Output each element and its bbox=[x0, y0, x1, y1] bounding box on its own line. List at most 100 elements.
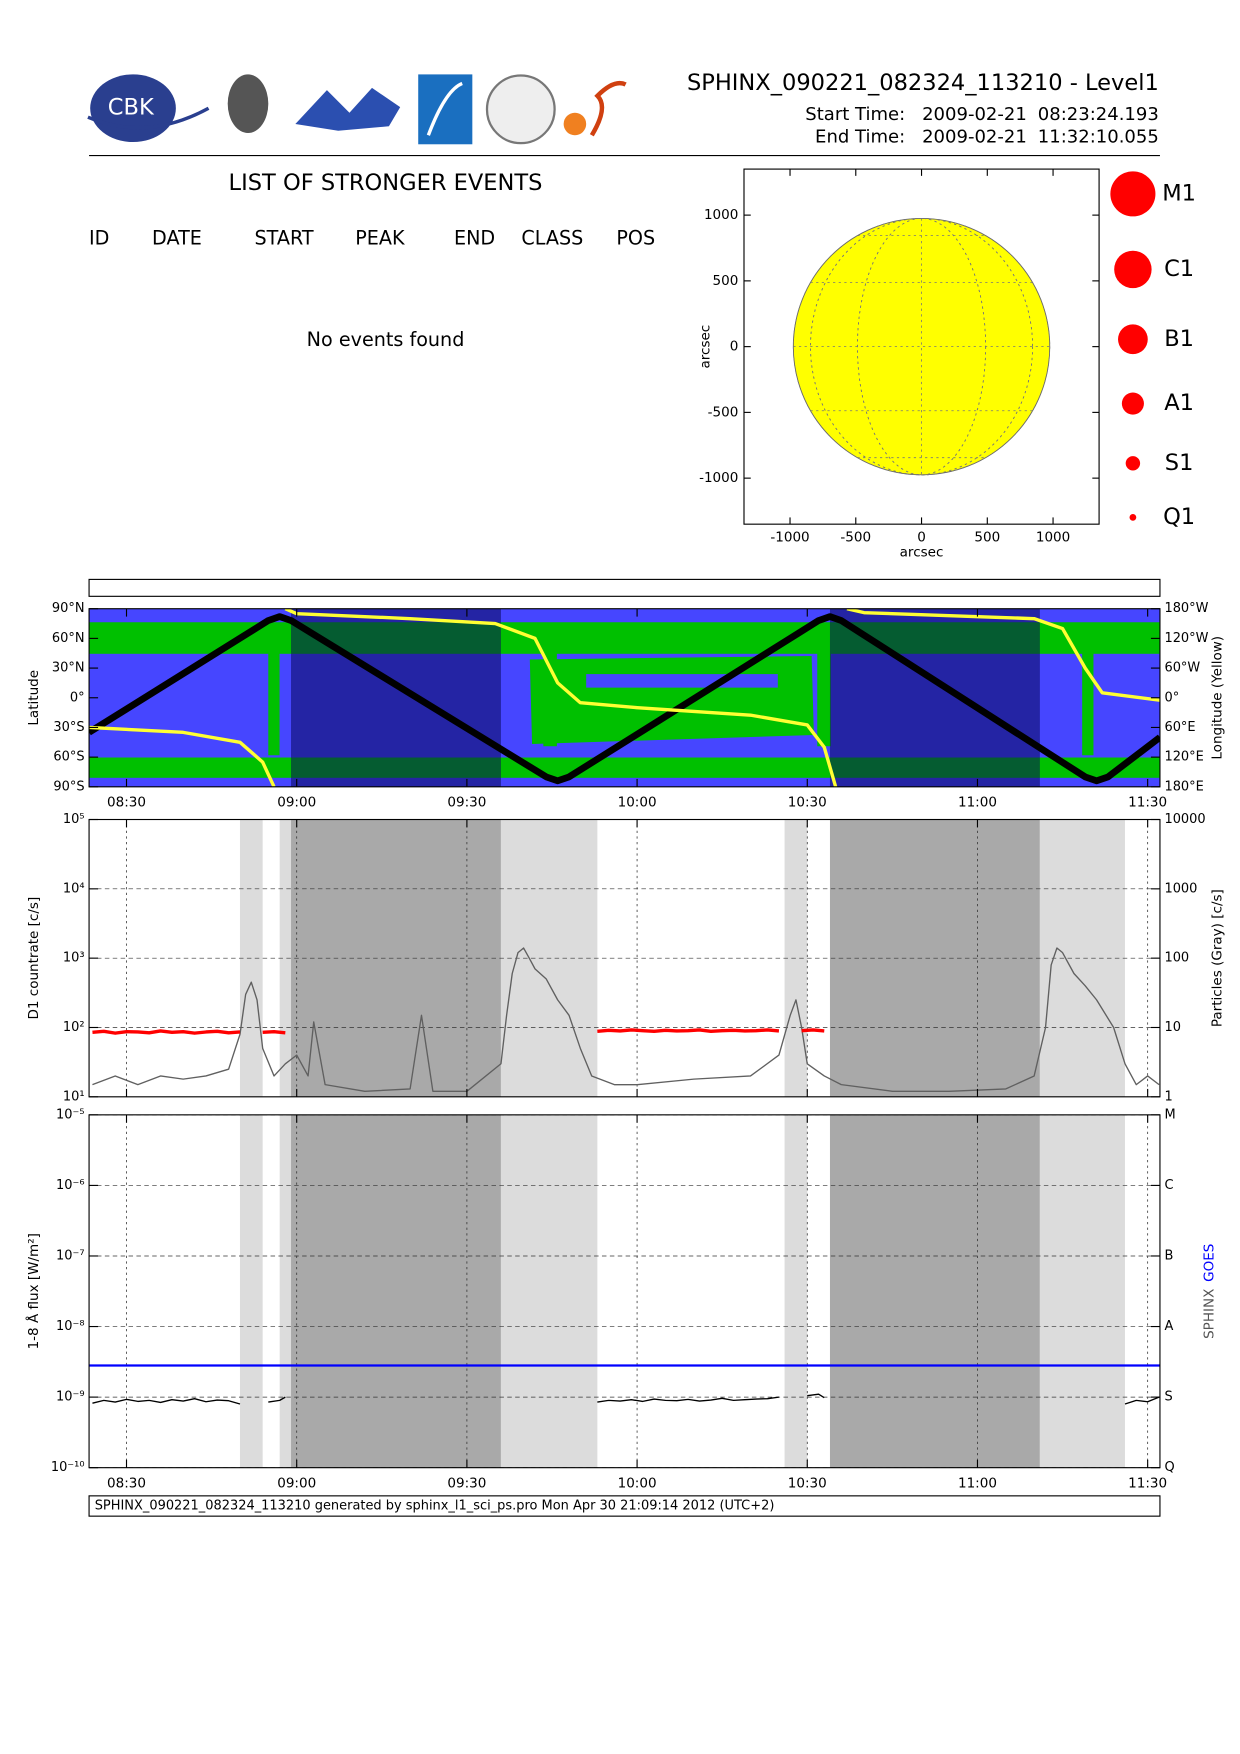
y-tick-label: 0 bbox=[730, 339, 739, 355]
x-tick-label: 10:30 bbox=[788, 795, 827, 811]
y2-tick-label: 1000 bbox=[1164, 881, 1197, 896]
y-tick-label: 10⁵ bbox=[63, 812, 85, 827]
end-time: 11:32:10.055 bbox=[1038, 127, 1159, 148]
start-date: 2009-02-21 bbox=[922, 104, 1027, 125]
y2-tick-label: S bbox=[1164, 1390, 1172, 1405]
column-header: ID bbox=[89, 226, 109, 249]
x-tick-label: 1000 bbox=[1036, 530, 1070, 546]
y2-tick-label: 10000 bbox=[1164, 812, 1205, 827]
x-tick-label: 10:00 bbox=[618, 795, 657, 811]
y-tick-label: 10⁴ bbox=[63, 881, 85, 896]
empty-bar bbox=[88, 578, 1161, 597]
y-axis-label: arcsec bbox=[698, 325, 714, 369]
y2-tick-label: A bbox=[1164, 1319, 1173, 1334]
lebedev-logo bbox=[227, 74, 269, 134]
cfa-arc bbox=[426, 81, 463, 136]
plot-frame bbox=[88, 1114, 1161, 1469]
series-line bbox=[89, 608, 1160, 787]
x-tick-label: 11:00 bbox=[958, 795, 997, 811]
x-tick-label: 08:30 bbox=[107, 795, 146, 811]
y2-tick-label: 60°E bbox=[1164, 720, 1195, 735]
y-axis-label: Latitude bbox=[26, 670, 42, 726]
size-legend-label: S1 bbox=[1165, 450, 1194, 476]
y-tick-label: 10² bbox=[63, 1020, 85, 1035]
y-tick-label: 60°S bbox=[53, 750, 84, 765]
x-tick-label: 500 bbox=[974, 530, 1000, 546]
events-title: LIST OF STRONGER EVENTS bbox=[229, 170, 543, 196]
y-tick-label: 10⁻⁵ bbox=[56, 1107, 85, 1122]
x-tick-label: 09:30 bbox=[447, 795, 486, 811]
y2-tick-label: 180°E bbox=[1164, 779, 1203, 794]
series-line bbox=[92, 1393, 1160, 1405]
x-tick-label: 09:00 bbox=[277, 795, 316, 811]
y2-tick-label: M bbox=[1164, 1107, 1175, 1122]
cbk-swoosh bbox=[87, 106, 210, 130]
cfa-logo bbox=[418, 74, 473, 145]
y-tick-label: 500 bbox=[713, 273, 739, 289]
shaded-interval bbox=[784, 819, 808, 1097]
map-zone bbox=[268, 651, 280, 756]
size-legend-marker bbox=[1121, 392, 1144, 415]
map-zone bbox=[1082, 651, 1094, 756]
y2-tick-label: 60°W bbox=[1164, 661, 1200, 676]
column-header: CLASS bbox=[521, 226, 583, 249]
end-label: End Time: bbox=[815, 127, 905, 148]
x-tick-label: 10:00 bbox=[618, 1475, 657, 1491]
events: LIST OF STRONGER EVENTS No events found bbox=[229, 170, 543, 351]
size-legend-marker bbox=[1110, 171, 1156, 217]
y2-tick-label: 100 bbox=[1164, 951, 1189, 966]
s-logo bbox=[589, 80, 627, 137]
size-legend-marker bbox=[1114, 250, 1152, 289]
x-tick-label: 09:30 bbox=[447, 1475, 486, 1491]
footer: SPHINX_090221_082324_113210 generated by… bbox=[95, 1499, 775, 1514]
x-axis-label: arcsec bbox=[900, 544, 944, 560]
y-axis-label: 1-8 Å flux [W/m²] bbox=[25, 1233, 42, 1349]
report-title: SPHINX_090221_082324_113210 - Level1 bbox=[687, 70, 1159, 96]
size-legend-label: M1 bbox=[1162, 180, 1196, 206]
size-legend-label: A1 bbox=[1164, 390, 1194, 416]
y2-axis-label: SPHINX GOES bbox=[1202, 1244, 1218, 1339]
y-tick-label: 10⁻⁸ bbox=[56, 1319, 85, 1334]
x-tick-label: 11:30 bbox=[1128, 795, 1167, 811]
y2-tick-label: Q bbox=[1164, 1460, 1174, 1475]
size-legend-label: Q1 bbox=[1163, 504, 1195, 530]
sun-logo bbox=[563, 112, 587, 136]
events-message: No events found bbox=[307, 328, 465, 351]
column-header: POS bbox=[616, 226, 655, 249]
footer-box bbox=[88, 1495, 1161, 1517]
y-tick-label: 10⁻⁷ bbox=[56, 1248, 85, 1263]
y-tick-label: -500 bbox=[708, 404, 739, 420]
start-time: 08:23:24.193 bbox=[1038, 104, 1159, 125]
map-zone bbox=[529, 656, 814, 744]
map-zone bbox=[817, 642, 831, 747]
y2-tick-label: 120°W bbox=[1164, 631, 1208, 646]
size-legend-label: B1 bbox=[1164, 326, 1194, 352]
y-tick-label: 10⁻⁹ bbox=[56, 1390, 85, 1405]
shaded-interval bbox=[279, 1114, 292, 1468]
size-legend-label: C1 bbox=[1164, 256, 1194, 282]
y-tick-label: 0° bbox=[70, 690, 85, 705]
y-axis-label: D1 countrate [c/s] bbox=[26, 897, 42, 1020]
size-legend-marker bbox=[1118, 324, 1148, 355]
shaded-interval bbox=[1039, 1114, 1125, 1468]
shaded-interval bbox=[239, 1114, 263, 1468]
logos: CBK bbox=[87, 74, 1160, 157]
shaded-interval bbox=[500, 1114, 598, 1468]
y-tick-label: 60°N bbox=[52, 631, 85, 646]
series-line bbox=[92, 947, 1160, 1092]
y2-axis-label: Particles (Gray) [c/s] bbox=[1209, 889, 1225, 1027]
y2-axis-label-part: GOES bbox=[1202, 1244, 1218, 1282]
y-tick-label: 10³ bbox=[63, 951, 85, 966]
y2-tick-label: 120°E bbox=[1164, 750, 1203, 765]
series-line bbox=[92, 1028, 825, 1035]
y2-tick-label: C bbox=[1164, 1178, 1173, 1193]
y-tick-label: 90°S bbox=[53, 779, 84, 794]
header: SPHINX_090221_082324_113210 - Level1 Sta… bbox=[687, 70, 1159, 148]
x-tick-label: 10:30 bbox=[788, 1475, 827, 1491]
y2-tick-label: 1 bbox=[1164, 1089, 1172, 1104]
start-label: Start Time: bbox=[805, 104, 905, 125]
y-tick-label: 30°S bbox=[53, 720, 84, 735]
map-zone bbox=[586, 674, 778, 688]
